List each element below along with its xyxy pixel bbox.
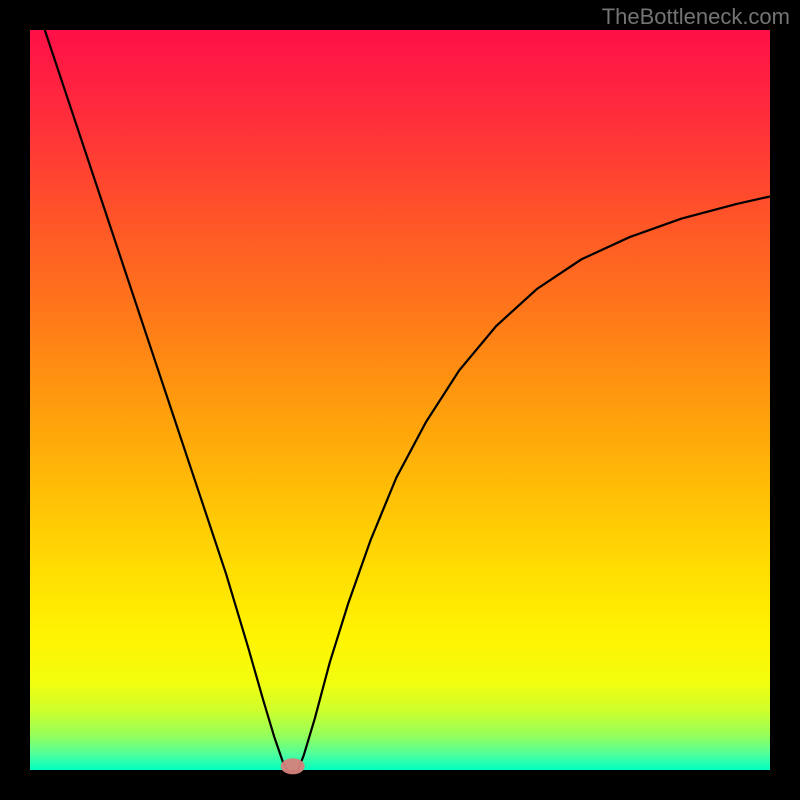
bottleneck-chart — [0, 0, 800, 800]
sweet-spot-marker — [281, 758, 305, 774]
chart-container: TheBottleneck.com — [0, 0, 800, 800]
plot-background — [30, 30, 770, 770]
watermark-label: TheBottleneck.com — [602, 4, 790, 30]
